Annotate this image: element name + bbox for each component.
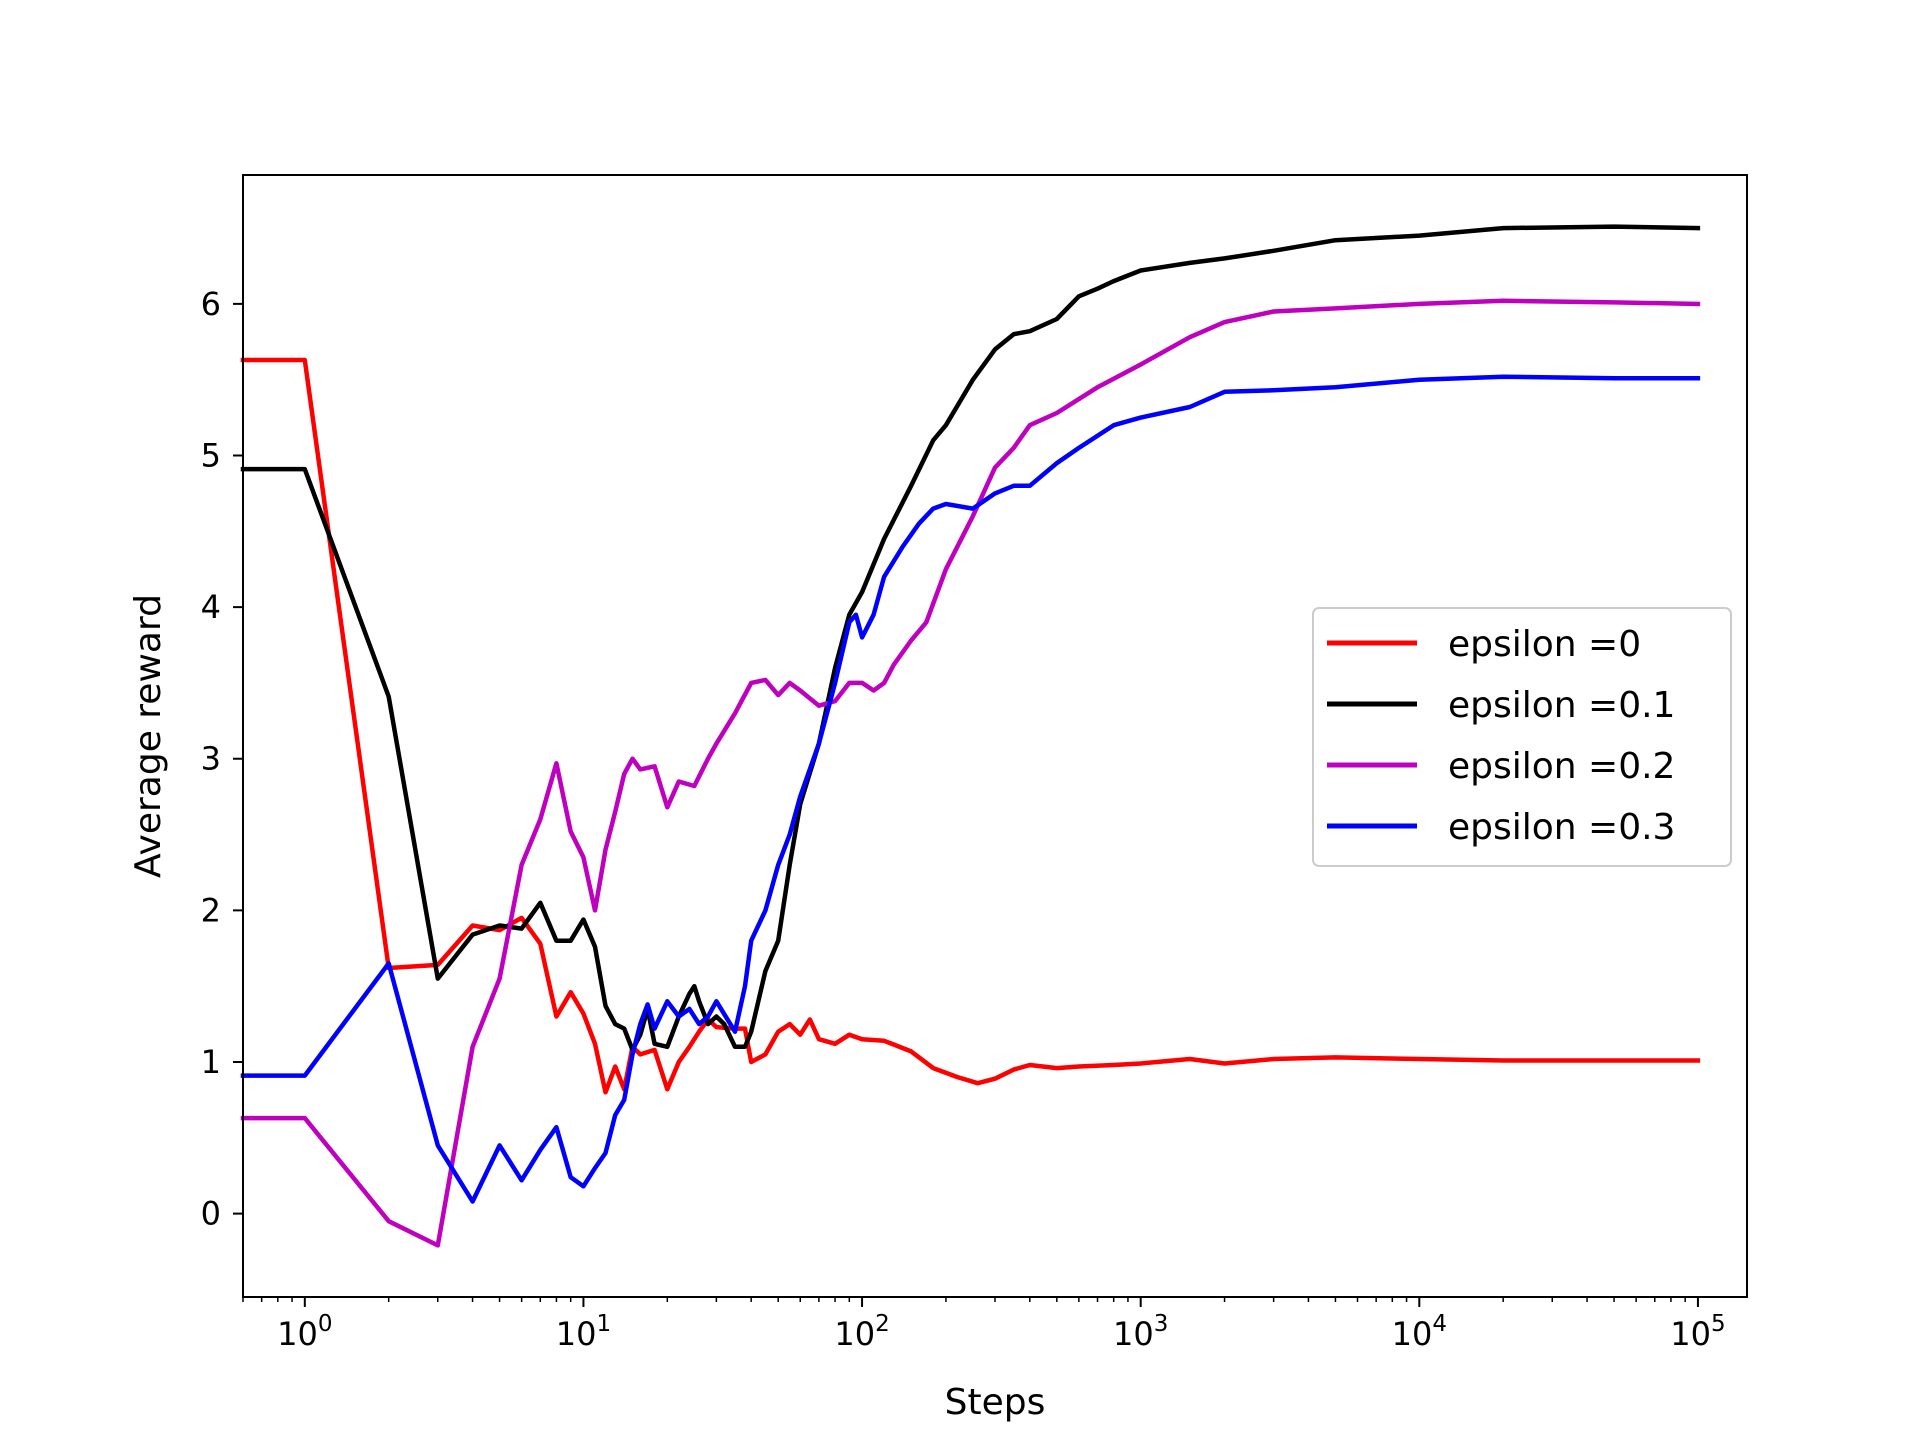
x-tick-exponent: 4 [1432, 1311, 1447, 1337]
x-tick-base: 10 [1113, 1315, 1154, 1353]
x-axis-title: Steps [945, 1382, 1046, 1423]
legend-label-4: epsilon =0.3 [1448, 807, 1675, 848]
x-tick-exponent: 3 [1154, 1311, 1169, 1337]
series-line-3 [240, 298, 1701, 1248]
x-axis-ticks: 100 101 102 103 104 105 [242, 1297, 1726, 1353]
legend-label-3: epsilon =0.2 [1448, 746, 1675, 787]
y-tick-label: 3 [201, 740, 221, 778]
x-tick-label: 103 [1113, 1311, 1168, 1353]
x-tick-label: 101 [556, 1311, 611, 1353]
series-line-1 [240, 357, 1701, 1095]
y-axis-title: Average reward [128, 594, 169, 878]
y-axis-ticks: 0 1 2 3 4 5 6 [201, 285, 243, 1233]
x-tick-exponent: 5 [1711, 1311, 1726, 1337]
x-tick-exponent: 0 [318, 1311, 333, 1337]
x-tick-base: 10 [1392, 1315, 1433, 1353]
y-tick-label: 2 [201, 891, 221, 929]
x-tick-base: 10 [277, 1315, 318, 1353]
x-tick-exponent: 1 [596, 1311, 611, 1337]
x-tick-exponent: 2 [875, 1311, 890, 1337]
x-tick-base: 10 [1670, 1315, 1711, 1353]
legend-box [1312, 607, 1732, 867]
y-tick-label: 0 [201, 1195, 221, 1233]
x-tick-label: 104 [1392, 1311, 1447, 1353]
series-line-4 [240, 374, 1701, 1204]
x-tick-base: 10 [556, 1315, 597, 1353]
y-tick-label: 1 [201, 1043, 221, 1081]
legend-label-1: epsilon =0 [1448, 624, 1641, 665]
series-line-2 [240, 224, 1701, 1053]
x-tick-label: 105 [1670, 1311, 1725, 1353]
x-tick-label: 102 [834, 1311, 889, 1353]
y-tick-label: 6 [201, 285, 221, 323]
x-tick-label: 100 [277, 1311, 332, 1353]
legend-label-2: epsilon =0.1 [1448, 685, 1675, 726]
y-tick-label: 5 [201, 437, 221, 475]
x-tick-base: 10 [834, 1315, 875, 1353]
y-tick-label: 4 [201, 588, 221, 626]
legend: epsilon =0 epsilon =0.1 epsilon =0.2 epsilo… [1312, 607, 1732, 867]
plot-lines [240, 224, 1701, 1248]
